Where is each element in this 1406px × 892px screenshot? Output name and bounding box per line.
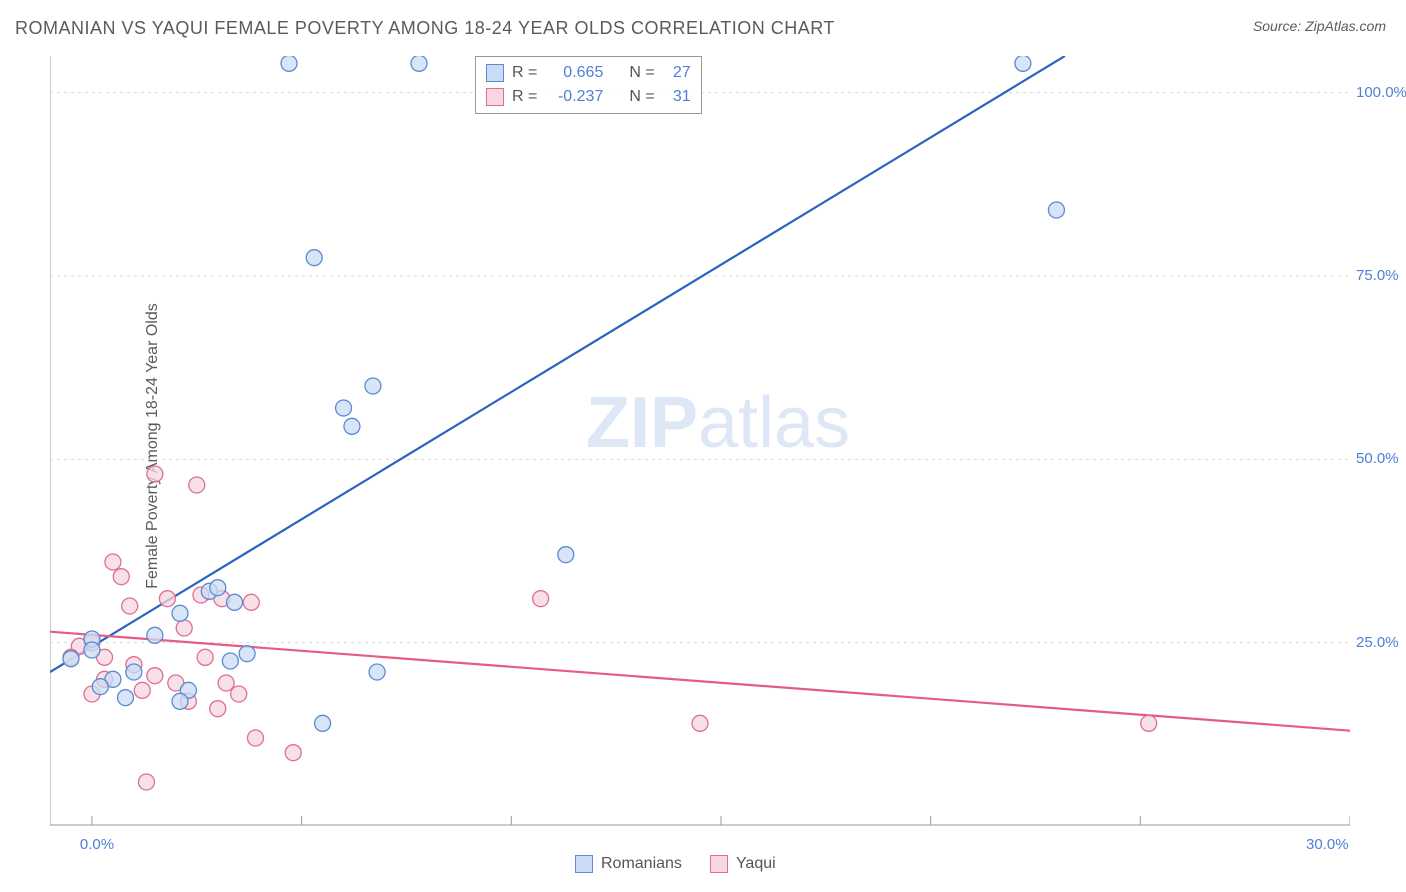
y-tick-label: 25.0% (1356, 634, 1399, 651)
swatch-yaqui (710, 855, 728, 873)
r-label: R = (512, 88, 537, 106)
n-label: N = (629, 64, 654, 82)
legend-item-yaqui: Yaqui (710, 855, 776, 873)
r-value-romanians: 0.665 (545, 64, 603, 82)
correlation-legend: R = 0.665 N = 27 R = -0.237 N = 31 (475, 56, 702, 114)
legend-label-romanians: Romanians (601, 855, 682, 873)
n-value-romanians: 27 (663, 64, 691, 82)
n-value-yaqui: 31 (663, 88, 691, 106)
source-attribution: Source: ZipAtlas.com (1253, 18, 1386, 34)
legend-label-yaqui: Yaqui (736, 855, 776, 873)
swatch-romanians (486, 64, 504, 82)
r-value-yaqui: -0.237 (545, 88, 603, 106)
legend-item-romanians: Romanians (575, 855, 682, 873)
y-tick-label: 75.0% (1356, 267, 1399, 284)
correlation-row-yaqui: R = -0.237 N = 31 (486, 85, 691, 109)
scatter-svg (50, 56, 1350, 826)
series-legend: Romanians Yaqui (575, 855, 776, 873)
x-tick-label: 0.0% (80, 836, 114, 853)
plot-area: ZIPatlas (50, 56, 1350, 826)
correlation-row-romanians: R = 0.665 N = 27 (486, 61, 691, 85)
y-tick-label: 50.0% (1356, 450, 1399, 467)
r-label: R = (512, 64, 537, 82)
swatch-romanians (575, 855, 593, 873)
chart-container: ROMANIAN VS YAQUI FEMALE POVERTY AMONG 1… (0, 0, 1406, 892)
chart-title: ROMANIAN VS YAQUI FEMALE POVERTY AMONG 1… (15, 18, 835, 39)
y-tick-label: 100.0% (1356, 84, 1406, 101)
swatch-yaqui (486, 88, 504, 106)
n-label: N = (629, 88, 654, 106)
x-tick-label: 30.0% (1306, 836, 1349, 853)
